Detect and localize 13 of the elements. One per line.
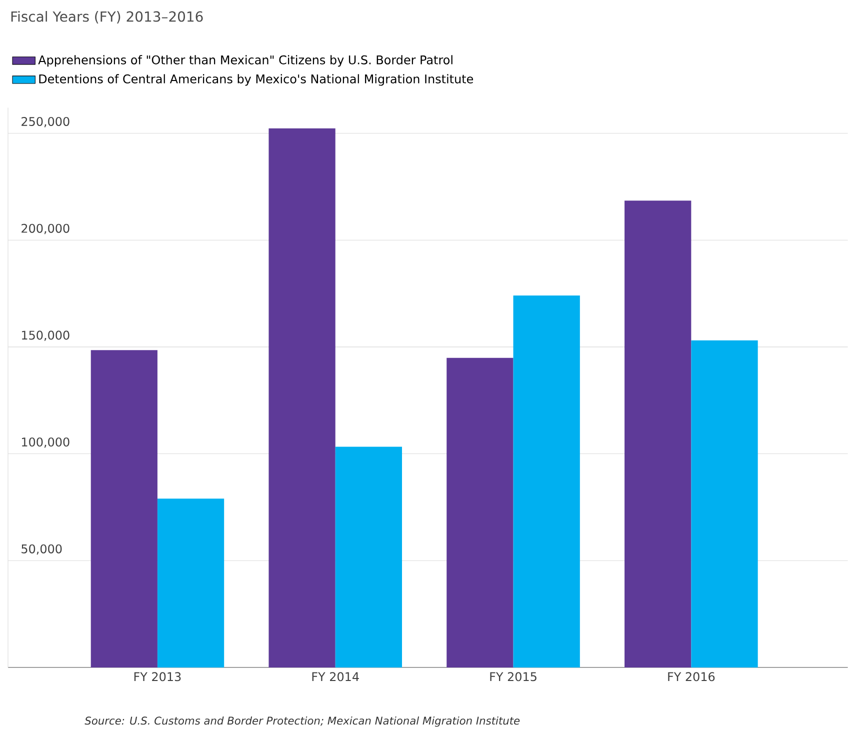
y-tick-label: 250,000 (22, 117, 70, 128)
y-tick-label: 50,000 (22, 544, 62, 555)
chart-title: Fiscal Years (FY) 2013–2016 (11, 11, 203, 24)
y-tick-label: 200,000 (22, 224, 70, 234)
legend-label: Detentions of Central Americans by Mexico's National Migration Institute (39, 74, 474, 86)
y-tick-label: 150,000 (22, 330, 70, 342)
x-tick-label: FY 2016 (668, 672, 715, 682)
legend-label: Apprehensions of "Other than Mexican" Citizens by U.S. Border Patrol (38, 55, 452, 67)
x-tick-label: FY 2013 (134, 672, 181, 682)
x-tick-label: FY 2015 (490, 672, 536, 682)
x-tick-label: FY 2014 (312, 672, 359, 682)
source-note: Source: U.S. Customs and Border Protection; Mexican National Migration Institute (84, 716, 520, 727)
y-tick-label: 100,000 (22, 438, 70, 448)
